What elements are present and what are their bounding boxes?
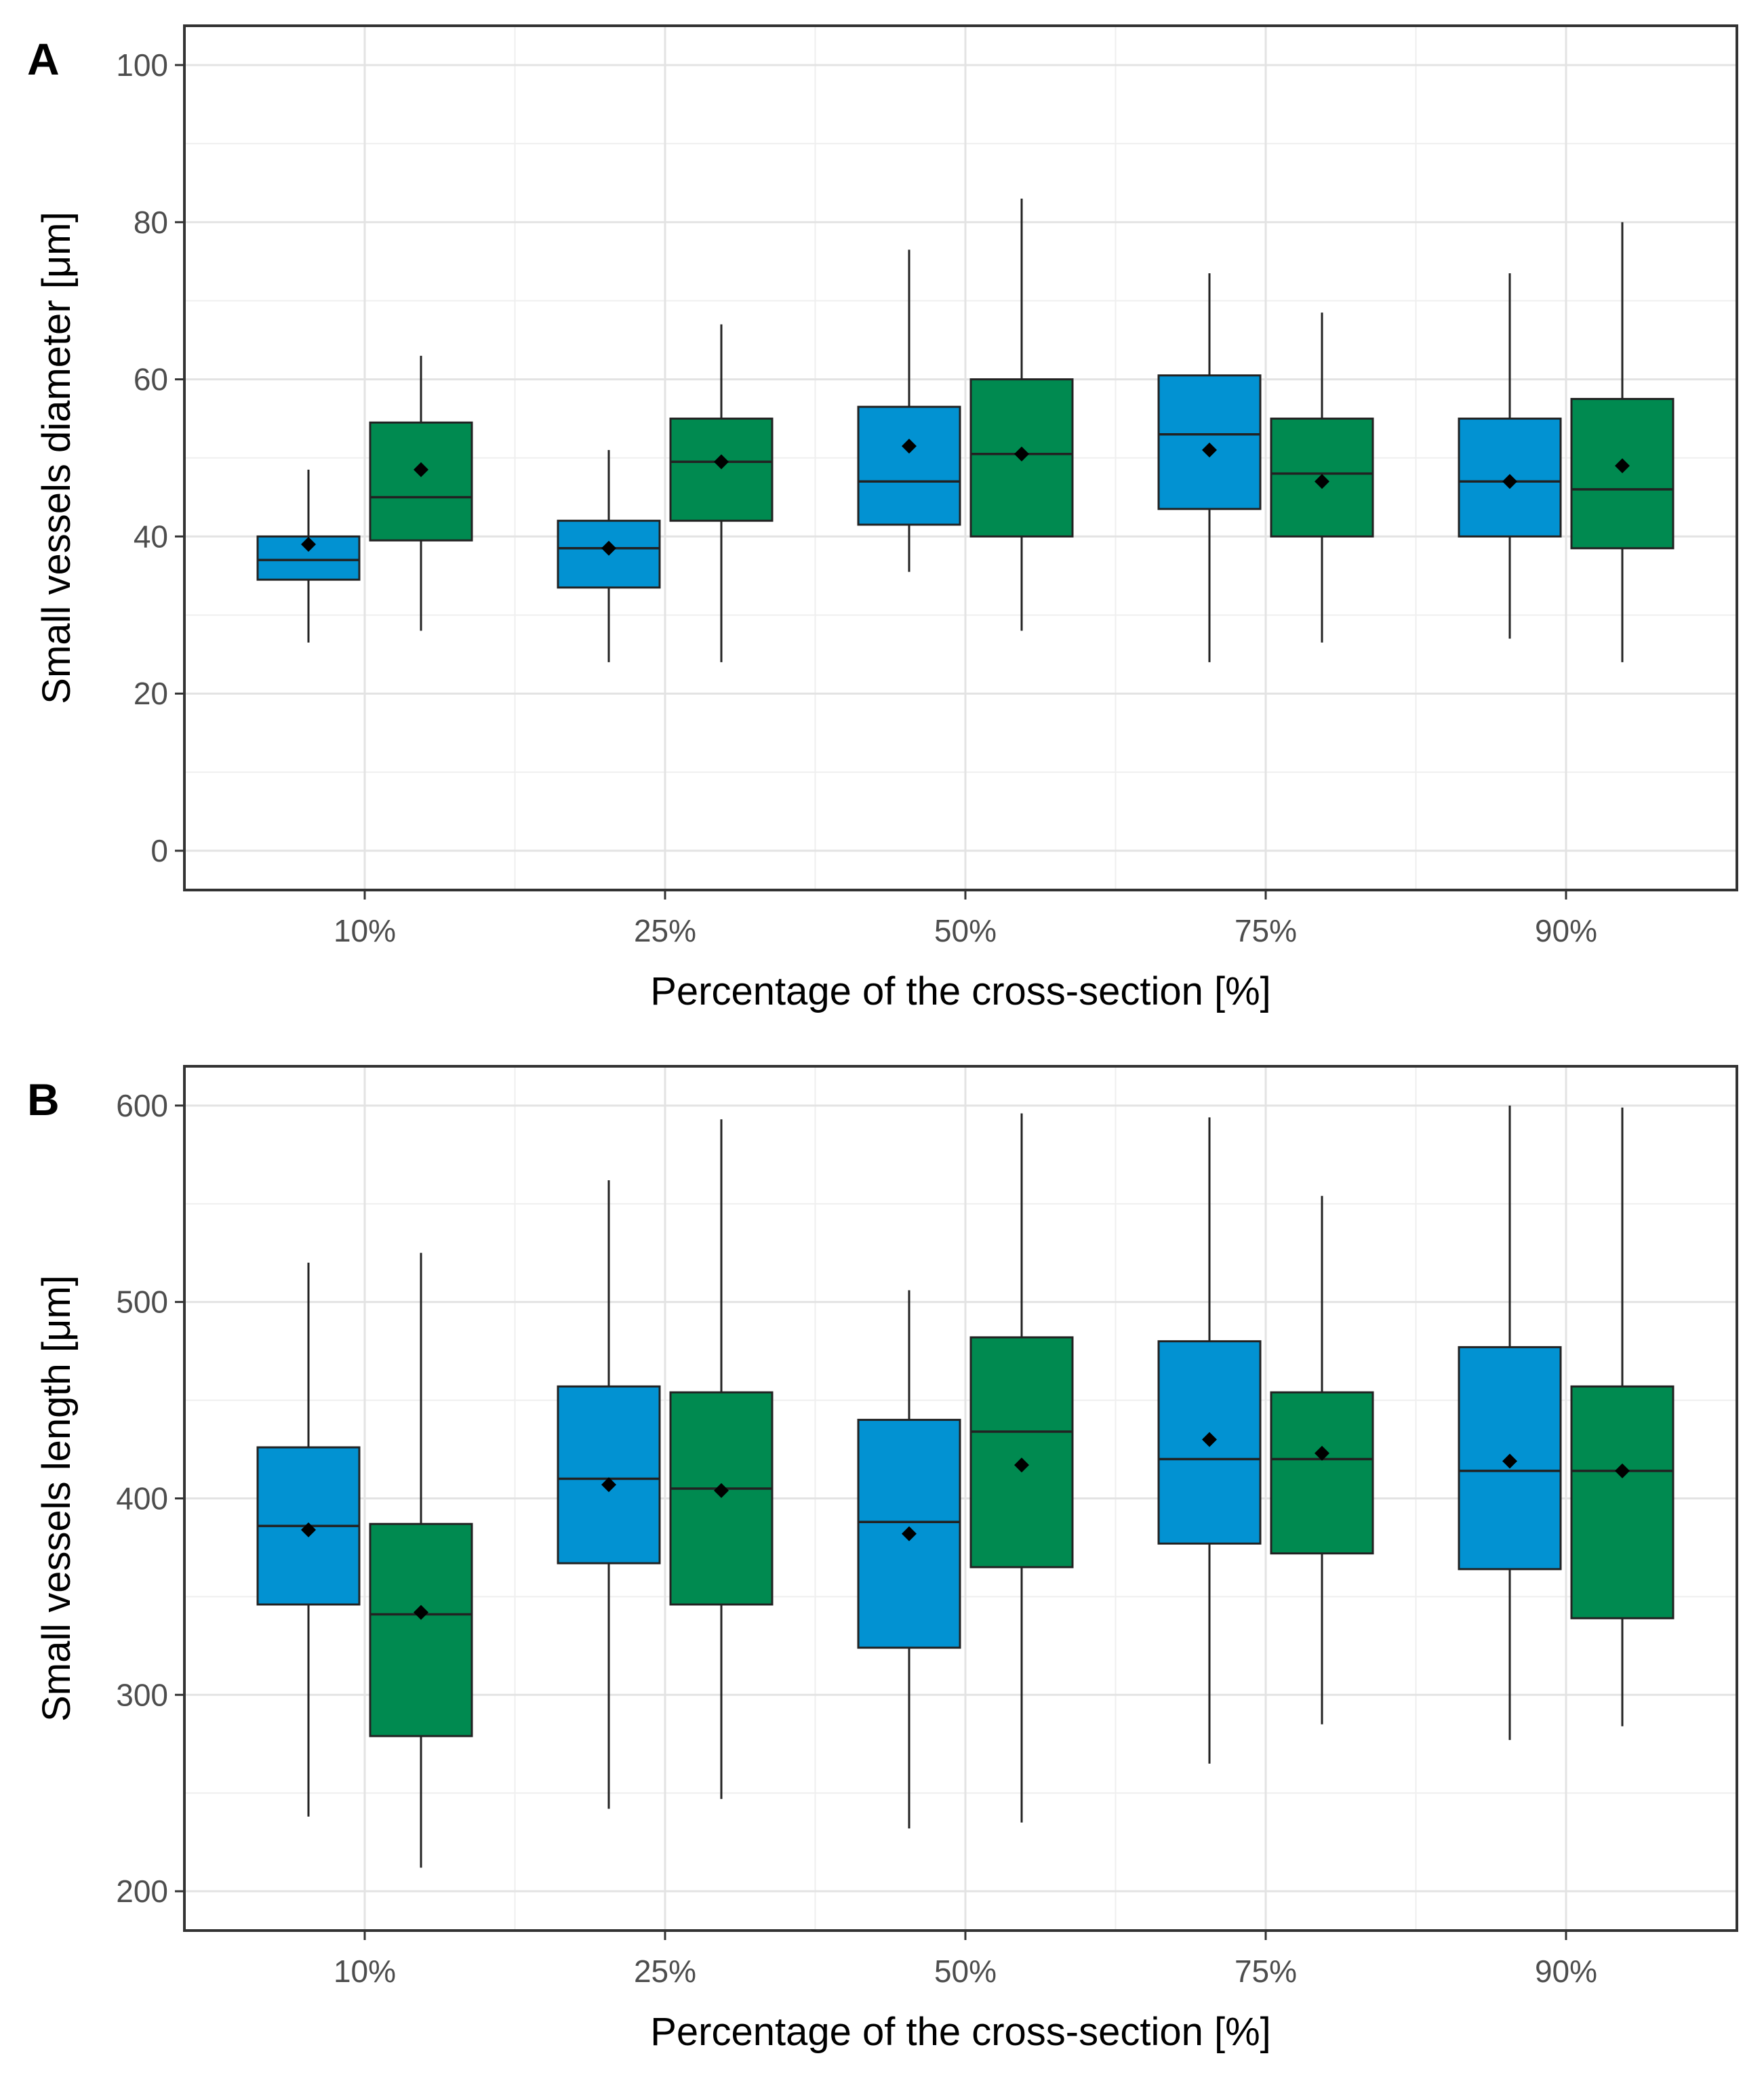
- panel-b-y-tick-label: 300: [116, 1677, 168, 1712]
- panel-a-tag: A: [27, 34, 60, 84]
- mean-point: [714, 454, 729, 470]
- interquartile-box: [669, 1391, 774, 1606]
- panel-a-x-tick-label: 25%: [634, 913, 696, 948]
- mean-point: [1315, 474, 1329, 489]
- interquartile-box: [369, 1522, 473, 1737]
- interquartile-box: [1570, 1385, 1675, 1619]
- interquartile-box: [369, 421, 473, 542]
- mean-point: [601, 540, 616, 556]
- panel-b-box-1-4: [1157, 1117, 1262, 1764]
- panel-a-box-1-5: [1458, 273, 1562, 639]
- panel-b-box-1-2: [557, 1180, 661, 1809]
- mean-point: [301, 1522, 316, 1537]
- panel-b-grid: [184, 1066, 1737, 1931]
- mean-point: [1014, 446, 1029, 462]
- interquartile-box: [857, 405, 961, 526]
- panel-a-y-tick-label: 20: [134, 676, 168, 711]
- panel-a-x-tick-label: 10%: [334, 913, 396, 948]
- panel-a-box-2-4: [1270, 312, 1374, 643]
- panel-b-x-tick-label: 90%: [1535, 1954, 1597, 1989]
- mean-point: [714, 1482, 729, 1498]
- panel-a-y-axis-title: Small vessels diameter [μm]: [35, 211, 79, 704]
- panel-b-box-1-1: [256, 1262, 361, 1817]
- panel-a-ticks: 0 20 40 60 80 100 10% 25% 50% 75% 90%: [116, 47, 1597, 948]
- mean-point: [1615, 458, 1630, 474]
- panel-a-border: [183, 24, 1738, 891]
- panel-b-box-2-2: [669, 1119, 774, 1799]
- panel-b-y-tick-label: 200: [116, 1874, 168, 1909]
- panel-a-box-2-3: [969, 199, 1074, 631]
- interquartile-box: [1570, 398, 1675, 550]
- panel-a-boxes: [256, 199, 1675, 662]
- mean-point: [1202, 1432, 1217, 1447]
- panel-a-box-2-2: [669, 324, 774, 662]
- panel-b-y-tick-label: 500: [116, 1285, 168, 1320]
- panel-b-y-tick-label: 600: [116, 1088, 168, 1123]
- panel-a-y-tick-label: 40: [134, 519, 168, 554]
- panel-a-x-tick-label: 75%: [1235, 913, 1297, 948]
- interquartile-box: [1157, 374, 1262, 510]
- panel-b-box-2-1: [369, 1253, 473, 1868]
- panel-a-y-tick-label: 100: [116, 47, 168, 83]
- mean-point: [1502, 1453, 1517, 1469]
- panel-b-box-1-3: [857, 1290, 961, 1829]
- panel-b: 200 300 400 500 600 10% 25% 50% 75% 90% B Percent…: [27, 1065, 1738, 2054]
- panel-a-x-tick-label: 90%: [1535, 913, 1597, 948]
- panel-a-box-1-2: [557, 449, 661, 662]
- mean-point: [414, 1604, 428, 1620]
- panel-b-box-1-5: [1458, 1105, 1562, 1740]
- mean-point: [1202, 442, 1217, 458]
- mean-point: [414, 462, 428, 477]
- panel-a-y-tick-label: 0: [151, 833, 168, 868]
- panel-a-box-1-3: [857, 249, 961, 572]
- panel-a-y-tick-label: 60: [134, 362, 168, 397]
- interquartile-box: [669, 418, 774, 522]
- mean-point: [1014, 1457, 1029, 1473]
- panel-a-x-axis-title: Percentage of the cross-section [%]: [650, 969, 1271, 1013]
- mean-point: [1315, 1445, 1329, 1461]
- panel-b-box-2-3: [969, 1113, 1074, 1823]
- panel-b-boxes: [256, 1105, 1675, 1868]
- panel-a-box-2-1: [369, 355, 473, 631]
- panel-b-x-tick-label: 75%: [1235, 1954, 1297, 1989]
- panel-b-y-axis-title: Small vessels length [μm]: [35, 1275, 79, 1722]
- mean-point: [301, 537, 316, 552]
- mean-point: [601, 1477, 616, 1493]
- panel-a-box-1-4: [1157, 273, 1262, 662]
- panel-b-tag: B: [27, 1074, 60, 1125]
- panel-b-y-tick-label: 400: [116, 1481, 168, 1516]
- interquartile-box: [557, 1385, 661, 1565]
- panel-b-ticks: 200 300 400 500 600 10% 25% 50% 75% 90%: [116, 1088, 1597, 1989]
- panel-a-box-1-1: [256, 469, 361, 643]
- mean-point: [1615, 1463, 1630, 1478]
- interquartile-box: [1270, 1391, 1374, 1555]
- panel-b-box-2-5: [1570, 1107, 1675, 1727]
- panel-b-x-tick-label: 10%: [334, 1954, 396, 1989]
- panel-b-x-tick-label: 25%: [634, 1954, 696, 1989]
- interquartile-box: [969, 1336, 1074, 1569]
- panel-a: 0 20 40 60 80 100 10% 25% 50% 75% 90% A Percentage…: [27, 24, 1738, 1013]
- mean-point: [1502, 474, 1517, 489]
- mean-point: [902, 1526, 917, 1541]
- mean-point: [902, 439, 917, 454]
- panel-b-box-2-4: [1270, 1196, 1374, 1724]
- panel-a-x-tick-label: 50%: [934, 913, 997, 948]
- panel-b-x-tick-label: 50%: [934, 1954, 997, 1989]
- panel-b-x-axis-title: Percentage of the cross-section [%]: [650, 2010, 1271, 2054]
- panel-a-y-tick-label: 80: [134, 205, 168, 240]
- panel-a-box-2-5: [1570, 222, 1675, 662]
